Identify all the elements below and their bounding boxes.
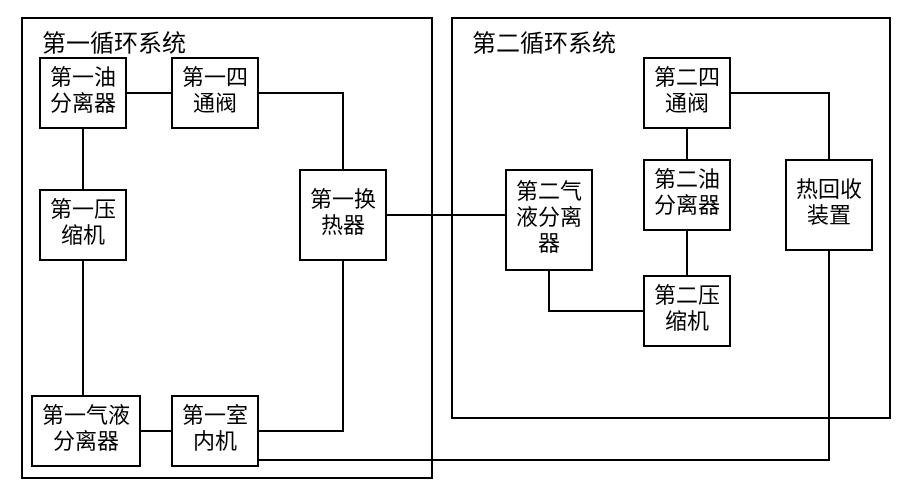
node-n_hr: 热回收装置 [786,160,872,250]
node-label-n_hr-line1: 装置 [807,203,851,228]
node-n_comp1: 第一压缩机 [40,190,126,260]
node-label-n_oil2-line1: 分离器 [654,193,720,218]
node-label-n_fv2-line0: 第二四 [654,65,720,90]
node-n_comp2: 第二压缩机 [644,276,730,346]
node-label-n_gl2-line0: 第二气 [516,179,582,204]
node-label-n_fv1-line1: 通阀 [193,91,237,116]
node-label-n_hx1-line1: 热器 [321,213,365,238]
node-label-n_comp2-line1: 缩机 [665,309,709,334]
node-label-n_oil1-line1: 分离器 [50,91,116,116]
node-label-n_comp2-line0: 第二压 [654,283,720,308]
node-n_in1: 第一室内机 [172,396,258,466]
node-n_oil1: 第一油分离器 [40,58,126,128]
node-n_fv1: 第一四通阀 [172,58,258,128]
node-label-n_comp1-line0: 第一压 [50,197,116,222]
node-n_gl2: 第二气液分离器 [506,170,592,270]
node-label-n_hr-line0: 热回收 [796,177,862,202]
node-n_fv2: 第二四通阀 [644,58,730,128]
node-label-n_gl1-line0: 第一气液 [42,403,130,428]
node-label-n_gl2-line2: 器 [538,231,560,256]
node-label-n_fv1-line0: 第一四 [182,65,248,90]
node-label-n_gl2-line1: 液分离 [516,205,582,230]
node-label-n_comp1-line1: 缩机 [61,223,105,248]
node-label-n_hx1-line0: 第一换 [310,187,376,212]
node-n_hx1: 第一换热器 [300,170,386,260]
node-n_gl1: 第一气液分离器 [32,396,140,466]
system-title-sys2: 第二循环系统 [472,31,616,58]
node-label-n_in1-line1: 内机 [193,429,237,454]
node-label-n_gl1-line1: 分离器 [53,429,119,454]
node-label-n_fv2-line1: 通阀 [665,91,709,116]
node-label-n_oil2-line0: 第二油 [654,167,720,192]
system-title-sys1: 第一循环系统 [42,31,186,58]
node-label-n_oil1-line0: 第一油 [50,65,116,90]
node-n_oil2: 第二油分离器 [644,160,730,230]
node-label-n_in1-line0: 第一室 [182,403,248,428]
